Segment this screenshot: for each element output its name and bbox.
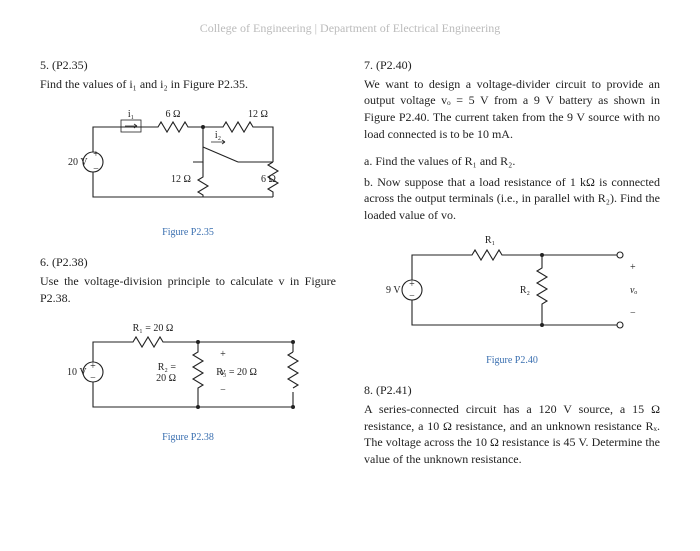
page-header: College of Engineering | Department of E… bbox=[40, 20, 660, 37]
svg-text:+: + bbox=[220, 349, 226, 360]
svg-text:6 Ω: 6 Ω bbox=[166, 109, 181, 120]
p7-head: 7. (P2.40) bbox=[364, 57, 660, 74]
svg-text:6 Ω: 6 Ω bbox=[261, 174, 276, 185]
p5-body: Find the values of i₁ and i₂ in Figure P… bbox=[40, 76, 336, 93]
svg-text:−: − bbox=[220, 385, 226, 396]
svg-text:vₒ: vₒ bbox=[630, 285, 637, 296]
right-column: 7. (P2.40) We want to design a voltage-d… bbox=[364, 51, 660, 478]
svg-text:R₁: R₁ bbox=[485, 235, 495, 246]
p6-caption: Figure P2.38 bbox=[40, 431, 336, 445]
svg-text:20 V: 20 V bbox=[68, 157, 88, 168]
svg-text:9 V: 9 V bbox=[386, 285, 401, 296]
svg-text:+: + bbox=[409, 279, 415, 290]
svg-text:R₂: R₂ bbox=[520, 285, 530, 296]
p8-body: A series-connected circuit has a 120 V s… bbox=[364, 401, 660, 468]
svg-text:R₂ =: R₂ = bbox=[158, 362, 177, 373]
p7-caption: Figure P2.40 bbox=[364, 354, 660, 368]
p7-part-a: a. Find the values of R₁ and R₂. bbox=[364, 153, 660, 170]
p7-part-b: b. Now suppose that a load resistance of… bbox=[364, 174, 660, 224]
figure-p2-38: + − 10 V R₁ = 20 Ω R₂ = 20 Ω + v − R₃ = … bbox=[63, 317, 313, 427]
svg-text:−: − bbox=[630, 308, 636, 319]
p7-body: We want to design a voltage-divider circ… bbox=[364, 76, 660, 143]
svg-text:−: − bbox=[93, 164, 99, 175]
svg-text:i₁: i₁ bbox=[128, 109, 134, 120]
figure-p2-35: + − 20 V i₁ 6 Ω 12 Ω i₂ bbox=[63, 102, 313, 222]
svg-text:12 Ω: 12 Ω bbox=[171, 174, 191, 185]
svg-text:12 Ω: 12 Ω bbox=[248, 109, 268, 120]
svg-text:20 Ω: 20 Ω bbox=[156, 373, 176, 384]
two-column-layout: 5. (P2.35) Find the values of i₁ and i₂ … bbox=[40, 51, 660, 478]
svg-text:R₃ = 20 Ω: R₃ = 20 Ω bbox=[216, 367, 257, 378]
p6-head: 6. (P2.38) bbox=[40, 254, 336, 271]
svg-text:+: + bbox=[630, 262, 636, 273]
p8-head: 8. (P2.41) bbox=[364, 382, 660, 399]
svg-text:R₁ = 20 Ω: R₁ = 20 Ω bbox=[133, 323, 174, 334]
p6-body: Use the voltage-division principle to ca… bbox=[40, 273, 336, 307]
left-column: 5. (P2.35) Find the values of i₁ and i₂ … bbox=[40, 51, 336, 478]
svg-text:+: + bbox=[90, 361, 96, 372]
svg-text:i₂: i₂ bbox=[215, 130, 221, 141]
p5-caption: Figure P2.35 bbox=[40, 226, 336, 240]
p5-head: 5. (P2.35) bbox=[40, 57, 336, 74]
svg-text:10 V: 10 V bbox=[67, 367, 87, 378]
svg-text:+: + bbox=[93, 149, 99, 160]
figure-p2-40: + − 9 V R₁ R₂ + vₒ − bbox=[382, 230, 642, 350]
